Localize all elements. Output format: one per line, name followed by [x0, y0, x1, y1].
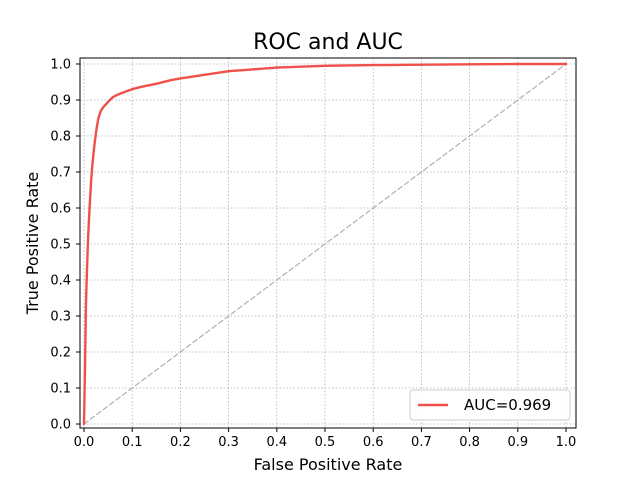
- y-tick-label: 0.6: [50, 202, 71, 217]
- grid: [80, 58, 576, 428]
- x-tick-label: 0.3: [218, 435, 239, 450]
- roc-curve-line: [82, 62, 568, 426]
- x-tick-label: 0.8: [459, 435, 480, 450]
- x-tick-label: 0.4: [266, 435, 287, 450]
- x-tick-label: 0.5: [315, 435, 336, 450]
- legend: AUC=0.969: [409, 389, 571, 421]
- roc-series-layer: [82, 62, 568, 426]
- diagonal-line: [83, 63, 567, 425]
- plot-area-frame: [79, 57, 577, 429]
- y-axis-ticks: 0.0 0.1 0.2 0.3 0.4 0.5 0.6 0.7 0.8 0.9 1.0: [50, 58, 80, 433]
- y-tick-label: 0.5: [50, 238, 71, 253]
- y-tick-label: 0.2: [50, 346, 71, 361]
- x-tick-label: 0.9: [507, 435, 528, 450]
- legend-label: AUC=0.969: [464, 396, 551, 414]
- x-axis-label: False Positive Rate: [254, 455, 403, 474]
- x-tick-label: 0.2: [170, 435, 191, 450]
- diagonal-reference-line: [83, 63, 567, 425]
- y-tick-label: 1.0: [50, 58, 71, 73]
- x-tick-label: 0.1: [122, 435, 143, 450]
- chart-title: ROC and AUC: [253, 30, 403, 55]
- y-tick-label: 0.9: [50, 94, 71, 109]
- legend-box: [409, 389, 571, 421]
- x-tick-label: 1.0: [556, 435, 577, 450]
- x-tick-label: 0.0: [74, 435, 95, 450]
- y-tick-label: 0.1: [50, 382, 71, 397]
- y-tick-label: 0.7: [50, 166, 71, 181]
- y-tick-label: 0.0: [50, 418, 71, 433]
- y-tick-label: 0.4: [50, 274, 71, 289]
- x-axis-ticks: 0.0 0.1 0.2 0.3 0.4 0.5 0.6 0.7 0.8 0.9 1.0: [74, 428, 577, 450]
- x-tick-label: 0.6: [363, 435, 384, 450]
- y-tick-label: 0.8: [50, 130, 71, 145]
- x-tick-label: 0.7: [411, 435, 432, 450]
- y-tick-label: 0.3: [50, 310, 71, 325]
- y-axis-label: True Positive Rate: [23, 172, 42, 316]
